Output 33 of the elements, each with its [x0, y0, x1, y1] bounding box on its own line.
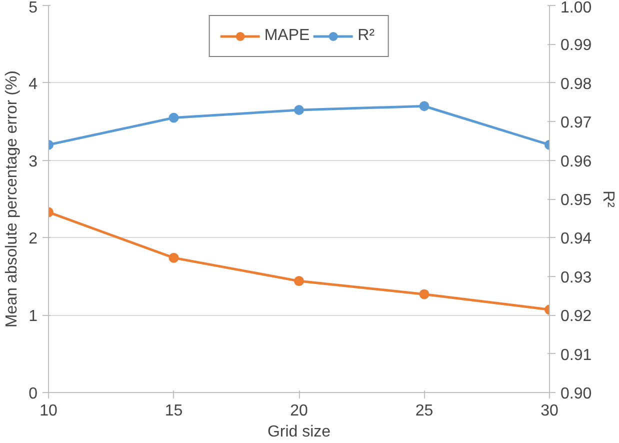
x-tick-label: 15: [164, 402, 183, 420]
y2-tick-label: 0.90: [560, 386, 592, 402]
x-tick-label: 30: [540, 402, 558, 420]
point: [294, 105, 304, 115]
point: [419, 289, 430, 300]
y-tick-label: 0: [28, 386, 38, 402]
y-tick-label: 2: [28, 230, 38, 248]
x-tick-label: 25: [415, 402, 434, 420]
x-axis-title: Grid size: [267, 424, 331, 440]
y-tick-label: 1: [28, 308, 38, 326]
y-tick-label: 4: [28, 76, 38, 93]
y2-tick-label: 1.00: [560, 0, 592, 16]
y2-tick-label: 0.97: [560, 114, 592, 132]
y2-tick-label: 0.93: [560, 269, 592, 286]
x-tick-label: 10: [40, 402, 58, 420]
y2-tick-label: 0.96: [560, 153, 592, 170]
y-axis-title: Mean absolute percentage error (%): [4, 70, 21, 328]
y2-tick-label: 0.94: [560, 230, 592, 248]
y2-tick-label: 0.98: [560, 76, 592, 93]
y-tick-label: 5: [28, 0, 38, 16]
y2-tick-label: 0.92: [560, 308, 592, 326]
y2-tick-label: 0.95: [560, 192, 592, 209]
legend-label: R²: [358, 27, 376, 45]
y2-tick-label: 0.99: [560, 37, 592, 54]
y2-tick-label: 0.91: [560, 346, 592, 364]
point: [168, 112, 179, 123]
point: [419, 101, 430, 112]
y-tick-label: 3: [28, 153, 38, 170]
y2-axis-title: R²: [600, 190, 617, 208]
point: [294, 276, 304, 286]
point: [168, 252, 179, 263]
x-tick-label: 20: [290, 402, 308, 420]
legend-label: MAPE: [264, 27, 310, 45]
